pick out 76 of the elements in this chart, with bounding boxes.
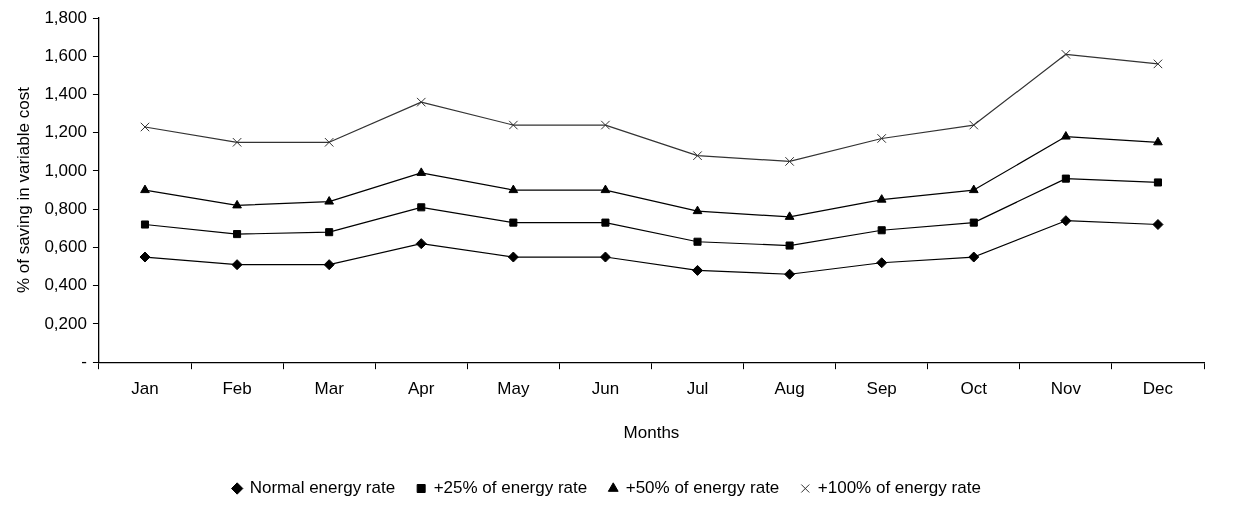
point xyxy=(140,184,150,194)
point xyxy=(784,156,795,167)
point xyxy=(784,211,795,220)
point xyxy=(1153,178,1162,187)
point xyxy=(1061,131,1071,140)
point xyxy=(692,264,704,276)
point xyxy=(876,133,887,144)
point xyxy=(232,137,242,148)
y-tick-label: 1,000 xyxy=(44,160,87,180)
point xyxy=(601,218,610,227)
x-tick-label: Nov xyxy=(1050,379,1082,399)
point xyxy=(600,184,611,194)
point xyxy=(599,251,611,263)
point xyxy=(1153,59,1163,69)
point xyxy=(692,205,703,215)
y-tick-label: 0,200 xyxy=(44,313,87,333)
legend-label: +50% of energy rate xyxy=(625,478,780,498)
point xyxy=(876,257,888,269)
x-axis-title: Months xyxy=(623,423,680,443)
x-tick-label: Apr xyxy=(408,379,435,399)
point xyxy=(600,120,611,130)
point xyxy=(876,194,887,203)
point xyxy=(417,203,426,212)
x-tick-label: Feb xyxy=(222,379,252,399)
point xyxy=(693,237,702,246)
y-tick-label: 1,600 xyxy=(44,45,87,65)
x-tick-label: Sep xyxy=(866,379,897,399)
point xyxy=(509,218,518,227)
x-tick-label: Dec xyxy=(1142,379,1174,399)
point xyxy=(692,150,703,161)
point xyxy=(507,251,519,263)
x-tick-label: Jun xyxy=(591,379,620,399)
x-tick-label: Mar xyxy=(314,379,345,399)
point xyxy=(1061,174,1070,183)
point xyxy=(233,230,242,239)
point xyxy=(416,167,427,176)
point xyxy=(969,218,978,227)
point xyxy=(140,122,150,132)
x-tick-label: Oct xyxy=(960,379,988,399)
y-axis-title: % of saving in variable cost xyxy=(13,86,33,294)
point xyxy=(1153,136,1163,146)
point xyxy=(323,259,335,271)
y-tick-label: 1,200 xyxy=(44,122,87,142)
point xyxy=(784,268,796,280)
point xyxy=(231,259,243,271)
y-tick-label: 1,400 xyxy=(44,84,87,104)
x-tick-label: May xyxy=(497,379,530,399)
x-tick-label: Jan xyxy=(131,379,159,399)
y-tick-label: 0,400 xyxy=(44,275,87,295)
y-tick-label: 1,800 xyxy=(44,7,87,27)
x-tick-label: Jul xyxy=(686,379,709,399)
point xyxy=(969,120,979,130)
point xyxy=(508,120,519,130)
point xyxy=(1152,219,1164,231)
legend-label: Normal energy rate xyxy=(249,478,396,498)
legend-label: +100% of energy rate xyxy=(817,478,981,498)
point xyxy=(508,184,519,194)
point xyxy=(139,251,151,263)
y-tick-label: 0,800 xyxy=(44,198,87,218)
legend-label: +25% of energy rate xyxy=(433,478,588,498)
point xyxy=(140,220,150,229)
point xyxy=(416,97,426,107)
y-tick-label: 0,600 xyxy=(44,237,87,257)
x-tick-label: Aug xyxy=(774,379,805,399)
point xyxy=(324,137,334,148)
point xyxy=(415,238,427,250)
point xyxy=(968,251,980,263)
point xyxy=(325,228,334,237)
point xyxy=(232,199,242,209)
point xyxy=(968,184,979,194)
point xyxy=(877,226,886,235)
point xyxy=(324,196,334,205)
y-tick-label: - xyxy=(81,351,87,371)
point xyxy=(1061,49,1071,60)
point xyxy=(785,241,794,250)
point xyxy=(1060,215,1072,227)
